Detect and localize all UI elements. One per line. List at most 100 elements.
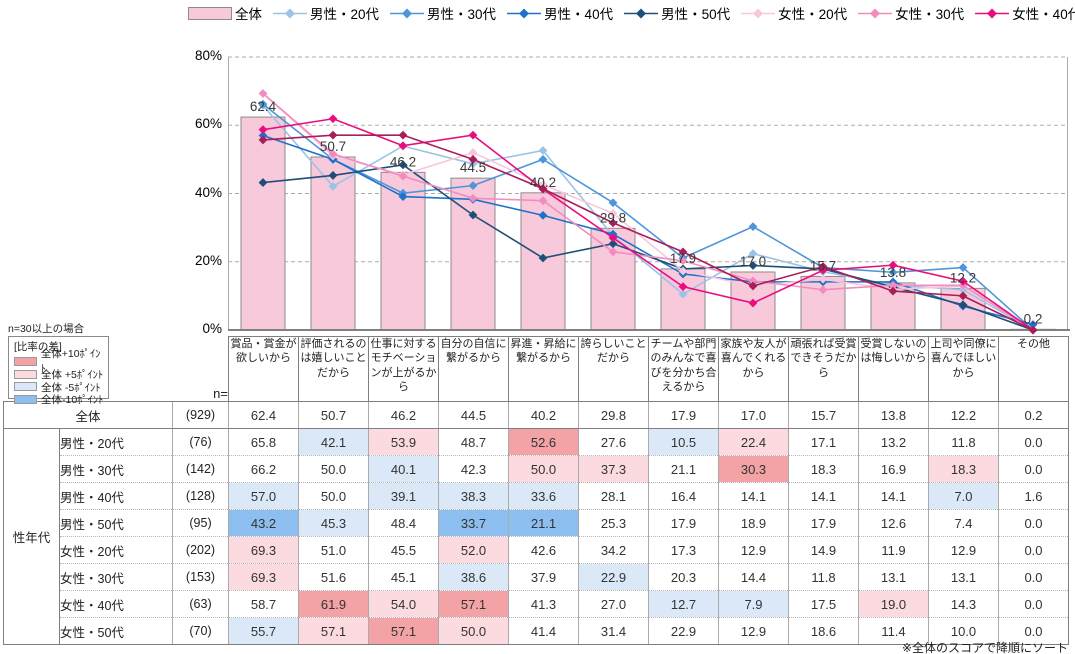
value-cell: 17.0 xyxy=(718,401,789,429)
sort-footnote: ※全体のスコアで降順にソート xyxy=(901,641,1068,654)
table-row: 全体 (929) 62.4 50.7 46.2 44.5 40.2 29.8 17.9 17.0 1… xyxy=(3,401,1069,429)
line-series xyxy=(262,163,1034,331)
data-point-marker xyxy=(608,233,618,243)
value-cell: 11.9 xyxy=(858,536,929,564)
value-cell: 7.4 xyxy=(928,509,999,537)
value-cell: 38.3 xyxy=(438,482,509,510)
value-cell: 14.1 xyxy=(718,482,789,510)
diff-swatch-label: 全体 +5ﾎﾟｲﾝﾄ xyxy=(41,368,104,381)
diff-swatch xyxy=(14,356,37,366)
value-cell: 43.2 xyxy=(228,509,299,537)
value-cell: 18.3 xyxy=(928,455,999,483)
value-cell: 22.4 xyxy=(718,428,789,456)
row-label: 女性・20代 xyxy=(59,536,173,564)
diff-swatch-label: 全体 -5ﾎﾟｲﾝﾄ xyxy=(41,381,101,394)
value-cell: 17.9 xyxy=(788,509,859,537)
value-cell: 44.5 xyxy=(438,401,509,429)
value-cell: 21.1 xyxy=(508,509,579,537)
data-point-marker xyxy=(608,218,618,228)
data-point-marker xyxy=(608,208,618,218)
value-cell: 65.8 xyxy=(228,428,299,456)
n-value: (929) xyxy=(172,401,229,429)
row-label: 男性・20代 xyxy=(59,428,173,456)
bar-value-label: 17.9 xyxy=(670,251,696,266)
line-marker-icon xyxy=(507,8,542,18)
value-cell: 17.1 xyxy=(788,428,859,456)
legend-item-series-3: 男性・50代 xyxy=(624,3,730,23)
column-header: チームや部門のみんなで喜びを分かち合えるから xyxy=(648,336,719,402)
line-series xyxy=(262,92,1034,331)
value-cell: 41.4 xyxy=(508,617,579,645)
legend-label: 男性・50代 xyxy=(661,7,731,22)
table-row: 女性・40代 (63) 58.7 61.9 54.0 57.1 41.3 27.0 12.7 7.… xyxy=(4,590,1069,618)
bar-value-label: 62.4 xyxy=(250,99,277,114)
value-cell: 13.2 xyxy=(858,428,929,456)
bar-value-label: 13.8 xyxy=(880,265,906,280)
legend-item-series-5: 女性・30代 xyxy=(858,3,964,23)
value-cell: 27.6 xyxy=(578,428,649,456)
value-cell: 17.9 xyxy=(648,509,719,537)
data-point-marker xyxy=(678,247,688,257)
chart-series-legend: 全体 男性・20代 男性・30代 男性・40代 男性・50代 女性・20代 女性・30代 女性… xyxy=(188,3,1075,23)
data-point-marker xyxy=(748,276,758,286)
data-point-marker xyxy=(538,154,548,164)
value-cell: 22.9 xyxy=(648,617,719,645)
value-cell: 18.3 xyxy=(788,455,859,483)
value-cell: 18.9 xyxy=(718,509,789,537)
value-cell: 30.3 xyxy=(718,455,789,483)
legend-label: 全体 xyxy=(235,7,262,22)
legend-diamond xyxy=(402,8,413,18)
diff-swatch-label: 全体-10ﾎﾟｲﾝﾄ xyxy=(41,394,104,407)
bar-value-label: 15.7 xyxy=(810,258,836,273)
column-header: 昇進・昇給に繋がるから xyxy=(508,336,579,402)
value-cell: 46.2 xyxy=(368,401,439,429)
column-header: 誇らしいことだから xyxy=(578,336,649,402)
value-cell: 51.6 xyxy=(298,563,369,591)
legend-diamond xyxy=(753,8,764,18)
value-cell: 38.6 xyxy=(438,563,509,591)
value-cell: 13.8 xyxy=(858,401,929,429)
column-header: 受賞しないのは悔しいから xyxy=(858,336,929,402)
data-point-marker xyxy=(1028,325,1038,335)
row-label: 男性・30代 xyxy=(59,455,173,483)
value-cell: 34.2 xyxy=(578,536,649,564)
bar-line-chart: 62.4 50.7 46.2 44.5 40.2 29.8 17.9 17.0 15.7 13.8… xyxy=(228,56,1070,335)
row-label: 男性・50代 xyxy=(59,509,173,537)
legend-label: 男性・30代 xyxy=(427,7,497,22)
column-header: 自分の自信に繋がるから xyxy=(438,336,509,402)
diff-legend-item: 全体 -5ﾎﾟｲﾝﾄ xyxy=(14,381,105,394)
bar-value-label: 44.5 xyxy=(460,160,486,175)
bar-value-label: 40.2 xyxy=(530,175,556,190)
value-cell: 7.0 xyxy=(928,482,999,510)
bar-value-label: 50.7 xyxy=(320,139,346,154)
line-series xyxy=(262,92,1034,331)
data-point-marker xyxy=(678,256,688,266)
legend-diamond xyxy=(285,8,295,18)
value-cell: 21.1 xyxy=(648,455,719,483)
data-point-marker xyxy=(958,263,968,272)
value-cell: 55.7 xyxy=(228,617,299,645)
diff-legend-item: 全体+10ﾎﾟｲﾝﾄ xyxy=(14,348,105,375)
n-value: (95) xyxy=(172,509,229,537)
value-cell: 0.0 xyxy=(998,536,1069,564)
legend-label: 男性・20代 xyxy=(310,7,380,22)
value-cell: 12.9 xyxy=(718,536,789,564)
value-cell: 14.3 xyxy=(928,590,999,618)
column-header: 上司や同僚に喜んでほしいから xyxy=(928,336,999,402)
value-cell: 45.3 xyxy=(298,509,369,537)
line-series xyxy=(262,117,1034,331)
line-marker-icon xyxy=(624,8,659,18)
data-point-marker xyxy=(748,298,758,308)
bar-swatch xyxy=(188,6,232,20)
value-cell: 17.5 xyxy=(788,590,859,618)
legend-item-overall: 全体 xyxy=(188,3,262,23)
data-point-marker xyxy=(888,280,898,290)
value-cell: 37.3 xyxy=(578,455,649,483)
data-point-marker xyxy=(748,281,758,291)
data-point-marker xyxy=(888,286,898,296)
legend-diamond xyxy=(870,8,881,18)
bar-value-label: 29.8 xyxy=(600,210,626,225)
diff-swatch xyxy=(14,382,37,392)
value-cell: 15.7 xyxy=(788,401,859,429)
legend-item-series-2: 男性・40代 xyxy=(507,3,613,23)
